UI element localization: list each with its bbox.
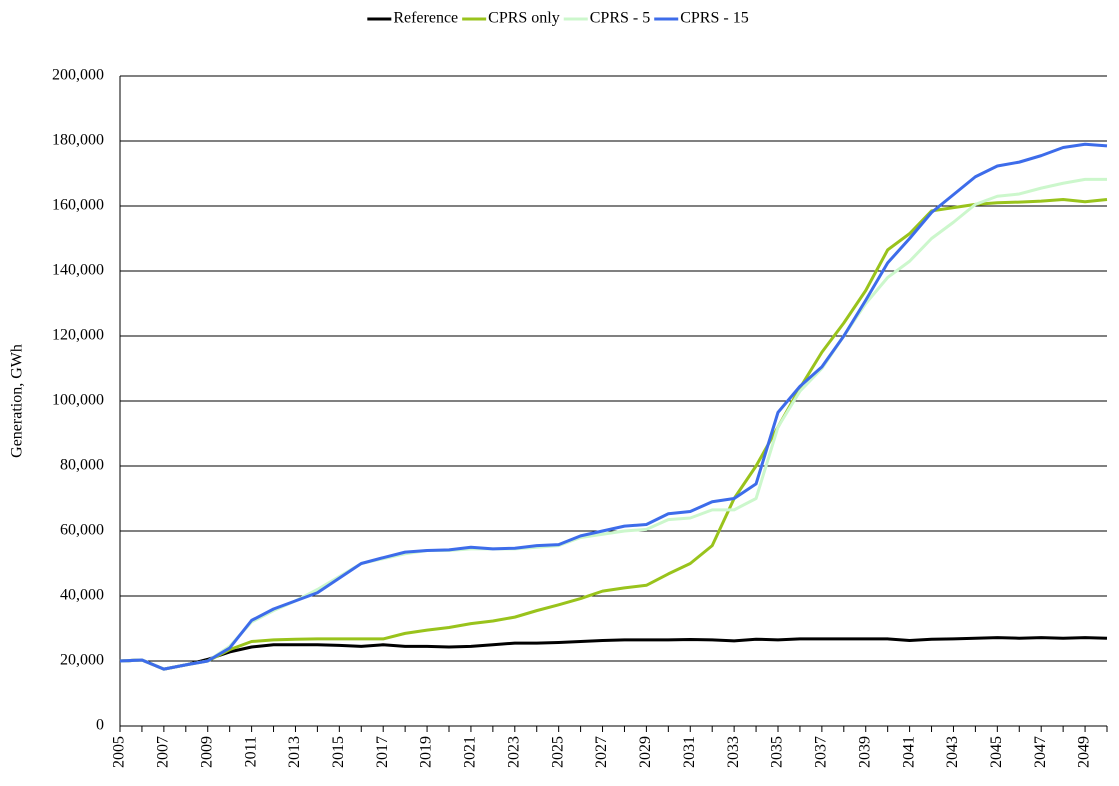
x-tick-label: 2021 [462, 736, 479, 768]
x-tick-label: 2043 [944, 736, 961, 768]
x-tick-label: 2013 [286, 736, 303, 768]
y-tick-label: 180,000 [52, 132, 104, 149]
x-tick-label: 2049 [1076, 736, 1093, 768]
x-tick-label: 2023 [505, 736, 522, 768]
x-tick-label: 2041 [900, 736, 917, 768]
series-line [119, 636, 1108, 671]
series-line [119, 142, 1108, 671]
y-tick-label: 80,000 [60, 457, 104, 474]
y-tick-label: 200,000 [52, 67, 104, 84]
x-tick-label: 2019 [418, 736, 435, 768]
legend-label: CPRS - 15 [680, 10, 748, 27]
legend-label: CPRS - 5 [590, 10, 650, 27]
legend-label: Reference [393, 10, 458, 27]
x-tick-label: 2027 [593, 736, 610, 768]
legend-label: CPRS only [488, 10, 560, 27]
x-tick-label: 2039 [856, 736, 873, 768]
x-tick-label: 2031 [681, 736, 698, 768]
y-tick-label: 100,000 [52, 392, 104, 409]
y-tick-label: 20,000 [60, 652, 104, 669]
x-tick-label: 2033 [725, 736, 742, 768]
x-tick-label: 2035 [769, 736, 786, 768]
y-axis-label: Generation, GWh [9, 344, 26, 458]
x-tick-label: 2007 [155, 736, 172, 768]
x-tick-label: 2011 [242, 736, 259, 767]
x-tick-label: 2047 [1032, 736, 1049, 768]
x-tick-label: 2025 [549, 736, 566, 768]
y-tick-label: 0 [96, 717, 104, 734]
y-tick-label: 140,000 [52, 262, 104, 279]
x-tick-label: 2037 [813, 736, 830, 768]
y-tick-label: 40,000 [60, 587, 104, 604]
x-tick-label: 2017 [374, 736, 391, 768]
y-tick-label: 160,000 [52, 197, 104, 214]
x-tick-label: 2009 [198, 736, 215, 768]
series-line [119, 198, 1108, 671]
x-tick-label: 2015 [330, 736, 347, 768]
x-tick-label: 2045 [988, 736, 1005, 768]
x-tick-label: 2029 [637, 736, 654, 768]
x-tick-label: 2005 [111, 736, 128, 768]
y-tick-label: 120,000 [52, 327, 104, 344]
y-tick-label: 60,000 [60, 522, 104, 539]
